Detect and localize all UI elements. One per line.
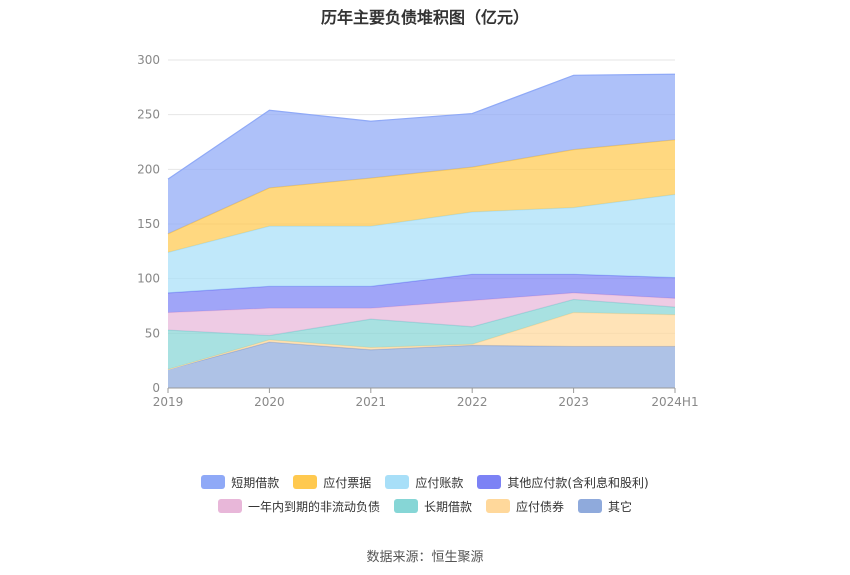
legend-item[interactable]: 应付债券: [486, 498, 564, 515]
legend-label: 应付债券: [516, 499, 565, 514]
x-tick-label: 2024H1: [651, 395, 698, 409]
area-series-4[interactable]: [168, 274, 675, 313]
data-source-note: 数据来源：恒生聚源: [366, 550, 484, 565]
area-series-1[interactable]: [168, 312, 675, 370]
legend-label: 短期借款: [231, 475, 280, 490]
x-tick-label: 2022: [457, 395, 488, 409]
legend-label: 其他应付款(含利息和股利): [507, 475, 649, 490]
y-tick-label: 150: [137, 217, 160, 231]
legend-item[interactable]: 一年内到期的非流动负债: [217, 498, 380, 515]
legend-swatch: [293, 475, 318, 489]
legend: 短期借款 应付票据 应付账款 其他应付款(含利息和股利) 一年内到期的非流动负债 长期借款…: [0, 470, 850, 518]
legend-swatch: [217, 499, 242, 513]
stacked-area-chart: 0 50 100 150 200 250 300 2019 2020 2021 2022 2023 20…: [137, 53, 699, 409]
y-tick-label: 200: [137, 162, 160, 176]
legend-item[interactable]: 其它: [578, 498, 632, 515]
legend-item[interactable]: 长期借款: [393, 498, 472, 515]
legend-swatch: [477, 475, 502, 489]
y-tick-label: 300: [137, 53, 160, 67]
area-series: [167, 73, 676, 388]
chart-title: 历年主要负债堆积图（亿元）: [320, 8, 529, 27]
x-tick-label: 2020: [254, 395, 285, 409]
area-series-edge-7: [167, 73, 676, 180]
legend-label: 长期借款: [423, 499, 472, 514]
area-series-6[interactable]: [168, 139, 675, 253]
legend-row: 短期借款 应付票据 应付账款 其他应付款(含利息和股利): [0, 470, 850, 494]
legend-row: 一年内到期的非流动负债 长期借款 应付债券 其它: [0, 494, 850, 518]
x-tick-label: 2021: [356, 395, 387, 409]
y-tick-label: 50: [145, 326, 160, 340]
legend-swatch: [393, 499, 418, 513]
legend-label: 其它: [608, 499, 633, 514]
x-tick-label: 2019: [153, 395, 184, 409]
axes: 0 50 100 150 200 250 300 2019 2020 2021 2022 2023 20…: [137, 53, 699, 409]
y-tick-label: 250: [137, 108, 160, 122]
area-series-0[interactable]: [168, 342, 675, 388]
legend-swatch: [578, 499, 603, 513]
legend-item[interactable]: 短期借款: [201, 474, 279, 491]
x-tick-label: 2023: [558, 395, 589, 409]
y-tick-label: 100: [137, 272, 160, 286]
area-series-2[interactable]: [168, 299, 675, 370]
y-tick-label: 0: [152, 381, 160, 395]
area-series-7[interactable]: [168, 74, 675, 234]
legend-label: 一年内到期的非流动负债: [247, 499, 380, 514]
legend-label: 应付票据: [323, 475, 372, 490]
legend-item[interactable]: 应付票据: [293, 474, 371, 491]
legend-swatch: [201, 475, 226, 489]
legend-item[interactable]: 其他应付款(含利息和股利): [477, 474, 649, 491]
area-series-5[interactable]: [168, 194, 675, 293]
legend-swatch: [486, 499, 510, 513]
legend-swatch: [385, 475, 410, 489]
legend-label: 应付账款: [415, 475, 464, 490]
area-series-3[interactable]: [168, 292, 675, 336]
legend-item[interactable]: 应付账款: [385, 474, 463, 491]
